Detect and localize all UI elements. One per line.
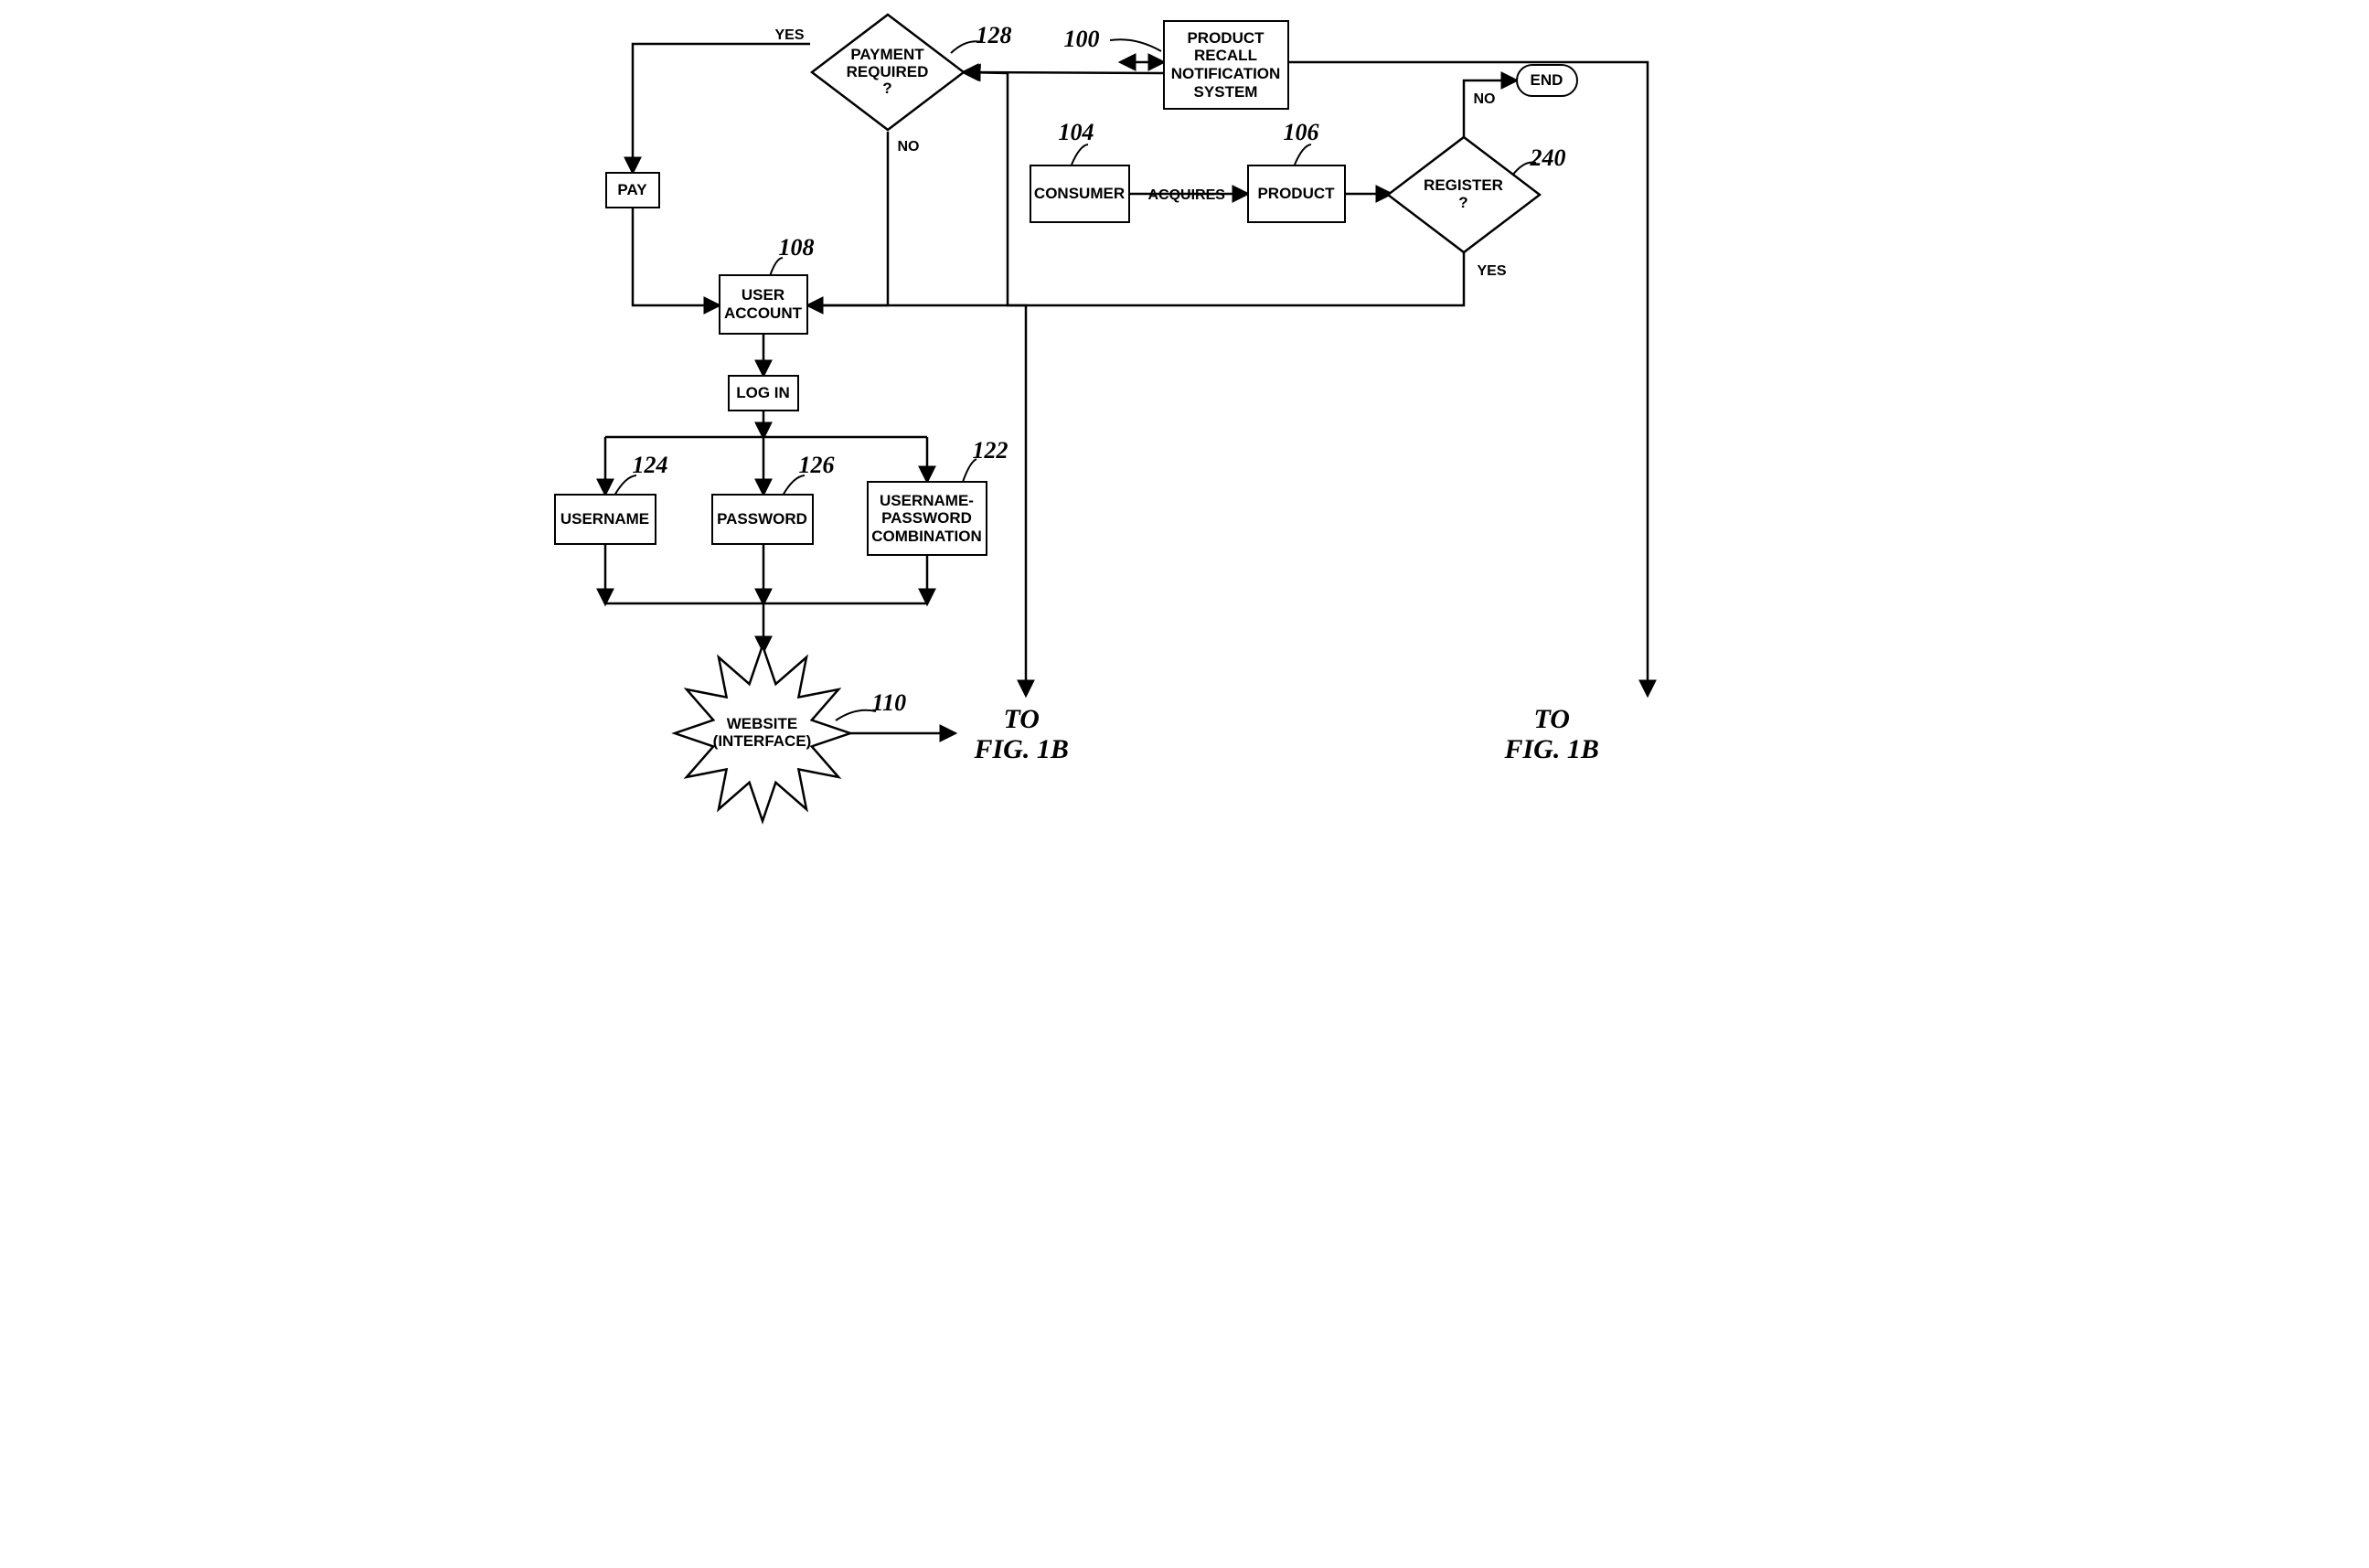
ref-126: 126	[799, 452, 835, 479]
ref-100: 100	[1064, 26, 1100, 53]
node-login: LOG IN	[728, 375, 799, 411]
ref-124: 124	[633, 452, 668, 479]
node-password: PASSWORD	[711, 494, 814, 545]
ref-104: 104	[1059, 119, 1094, 146]
node-username: USERNAME	[554, 494, 656, 545]
ref-240: 240	[1531, 144, 1566, 172]
ref-110: 110	[872, 689, 907, 717]
edge-label-no_register: NO	[1474, 91, 1496, 108]
node-pay: PAY	[605, 172, 660, 208]
ref-106: 106	[1284, 119, 1319, 146]
edge-label-yes_payment: YES	[775, 27, 805, 44]
node-website: WEBSITE(INTERFACE)	[671, 642, 854, 825]
node-register: REGISTER?	[1386, 135, 1542, 254]
node-end: END	[1516, 64, 1578, 97]
edge-label-yes_register: YES	[1478, 263, 1507, 280]
figlink-right: TOFIG. 1B	[1505, 704, 1599, 764]
ref-128: 128	[976, 22, 1012, 49]
node-product: PRODUCT	[1247, 165, 1346, 223]
node-payment: PAYMENTREQUIRED?	[810, 13, 966, 132]
node-combo: USERNAME-PASSWORDCOMBINATION	[867, 481, 987, 556]
node-prns: PRODUCTRECALLNOTIFICATIONSYSTEM	[1163, 20, 1289, 110]
node-user_acct: USERACCOUNT	[719, 274, 808, 335]
edge-label-no_payment: NO	[898, 139, 920, 155]
ref-122: 122	[973, 437, 1008, 464]
node-consumer: CONSUMER	[1030, 165, 1130, 223]
ref-108: 108	[779, 234, 815, 261]
edge-label-acquires: ACQUIRES	[1148, 187, 1225, 204]
figlink-left: TOFIG. 1B	[975, 704, 1069, 764]
